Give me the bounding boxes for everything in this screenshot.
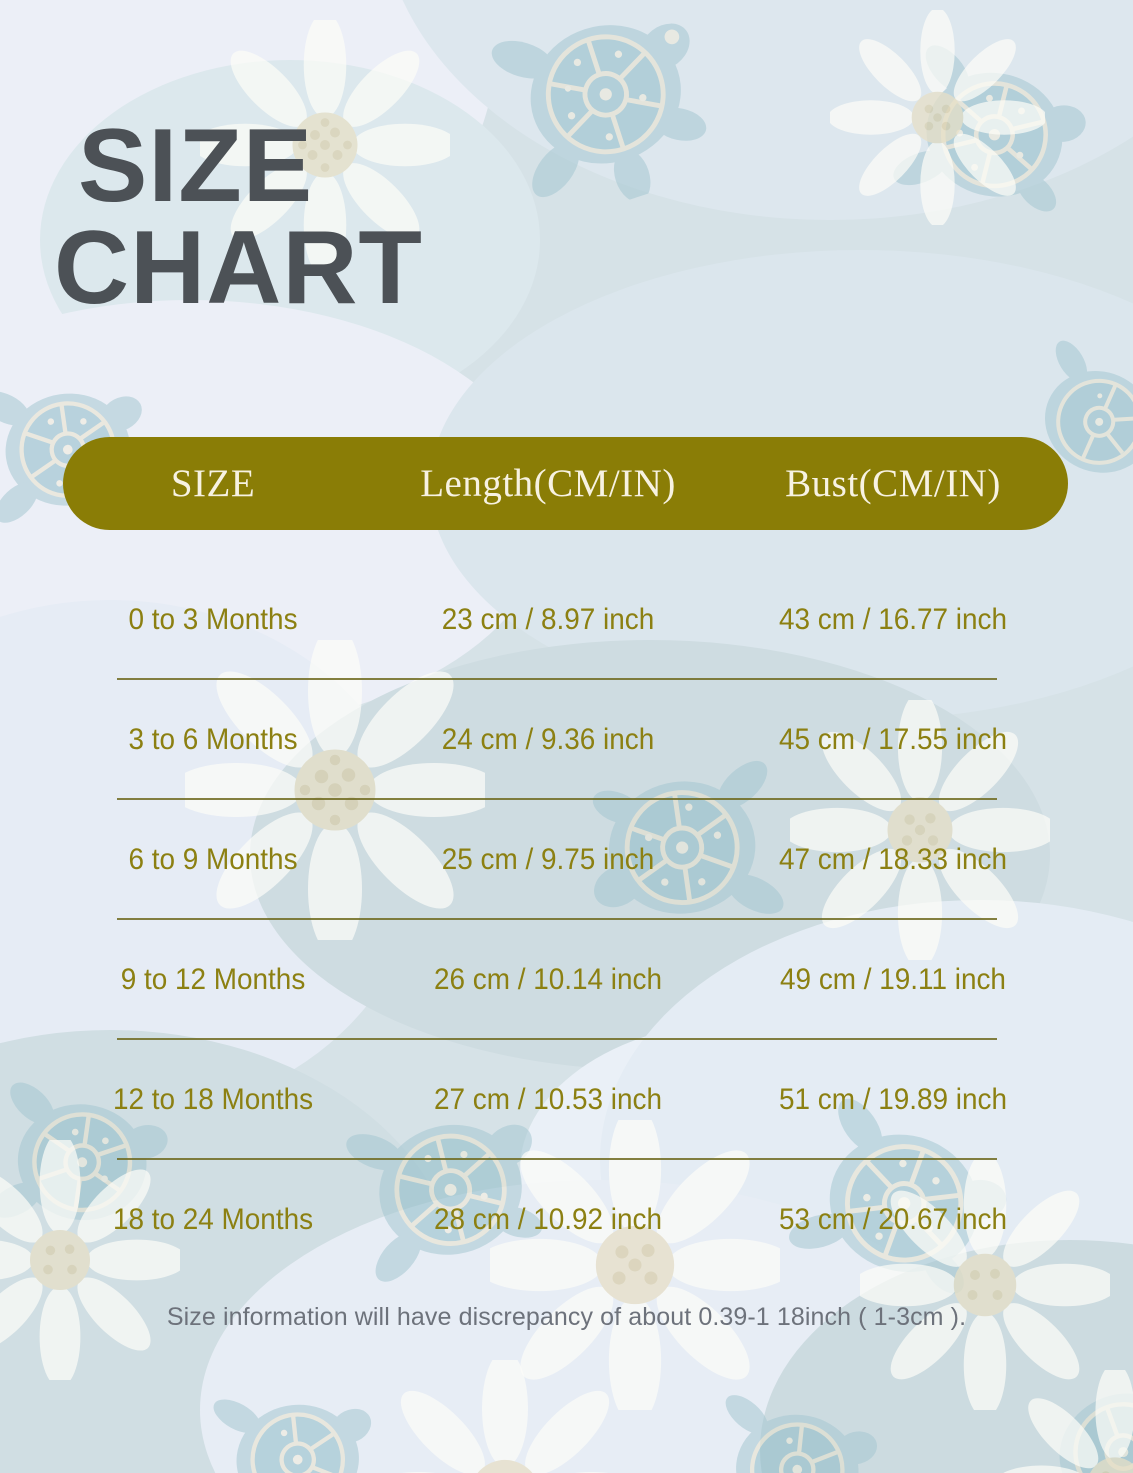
cell-length: 28 cm / 10.92 inch [434,1203,662,1236]
cell-size: 6 to 9 Months [128,843,298,876]
daisy-flower-icon [370,1360,640,1473]
cell-length: 25 cm / 9.75 inch [441,843,655,876]
cell-size: 3 to 6 Months [128,723,298,756]
cell-size: 18 to 24 Months [112,1203,314,1236]
page-title-line-1: SIZE [78,108,314,224]
page-title-line-2: CHART [54,209,423,326]
cell-size: 0 to 3 Months [128,603,298,636]
sea-turtle-icon [972,297,1133,543]
sea-turtle-icon [308,1054,593,1321]
table-row: 18 to 24 Months 28 cm / 10.92 inch 53 cm… [63,1160,1068,1280]
page-title: SIZE CHART [54,114,558,320]
table-body: 0 to 3 Months 23 cm / 8.97 inch 43 cm / … [63,560,1068,1280]
row-divider [117,1038,997,1040]
cell-size: 9 to 12 Months [120,963,306,996]
column-header-length: Length(CM/IN) [420,462,676,505]
table-header-row: SIZE Length(CM/IN) Bust(CM/IN) [63,437,1068,530]
daisy-flower-icon [1000,1370,1133,1473]
daisy-flower-icon [185,640,485,940]
cell-length: 23 cm / 8.97 inch [441,603,655,636]
row-divider [117,918,997,920]
daisy-flower-icon [830,10,1045,225]
cell-length: 26 cm / 10.14 inch [434,963,662,996]
cell-size: 12 to 18 Months [112,1083,314,1116]
cell-length: 27 cm / 10.53 inch [434,1083,662,1116]
sea-turtle-icon [180,1349,414,1473]
row-divider [117,678,997,680]
table-row: 9 to 12 Months 26 cm / 10.14 inch 49 cm … [63,920,1068,1040]
daisy-flower-icon [790,700,1050,960]
cell-bust: 49 cm / 19.11 inch [780,963,1006,996]
column-header-size: SIZE [170,462,256,505]
table-row: 3 to 6 Months 24 cm / 9.36 inch 45 cm / … [63,680,1068,800]
cell-bust: 43 cm / 16.77 inch [779,603,1007,636]
cell-bust: 51 cm / 19.89 inch [779,1083,1007,1116]
column-header-bust: Bust(CM/IN) [785,462,1001,505]
daisy-flower-icon [0,1140,180,1380]
daisy-flower-icon [490,1120,780,1410]
sea-turtle-icon [680,1359,914,1473]
size-discrepancy-note: Size information will have discrepancy o… [166,1303,967,1331]
table-row: 0 to 3 Months 23 cm / 8.97 inch 43 cm / … [63,560,1068,680]
table-row: 6 to 9 Months 25 cm / 9.75 inch 47 cm / … [63,800,1068,920]
daisy-flower-icon [860,1160,1110,1410]
row-divider [117,1158,997,1160]
sea-turtle-icon [452,0,758,235]
cell-bust: 47 cm / 18.33 inch [779,843,1007,876]
cell-bust: 45 cm / 17.55 inch [779,723,1007,756]
daisy-flower-icon [200,20,450,270]
cell-bust: 53 cm / 20.67 inch [779,1203,1007,1236]
row-divider [117,798,997,800]
table-row: 12 to 18 Months 27 cm / 10.53 inch 51 cm… [63,1040,1068,1160]
sea-turtle-icon [546,724,819,976]
cell-length: 24 cm / 9.36 inch [441,723,655,756]
